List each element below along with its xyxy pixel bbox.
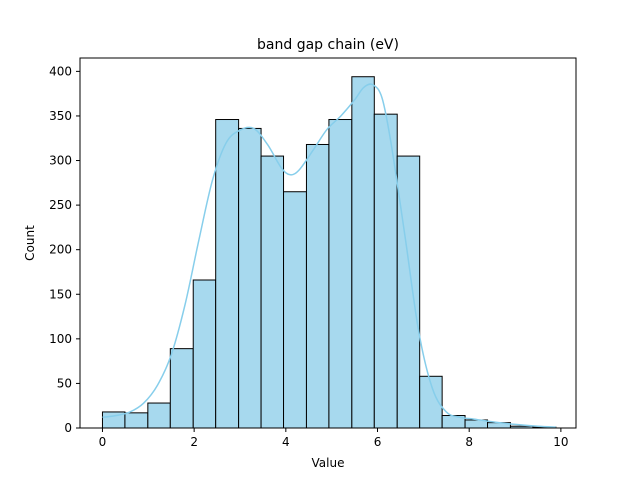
histogram-bar	[192, 279, 217, 429]
x-tick-label: 2	[190, 435, 198, 449]
histogram-bar	[283, 191, 307, 429]
histogram-bar	[238, 127, 262, 429]
kde-line	[102, 83, 556, 428]
histogram-bar	[169, 348, 194, 429]
x-axis-label: Value	[312, 456, 345, 470]
y-axis: 0 50 100 150 200 250 300 350 400	[49, 64, 80, 435]
histogram-bar	[147, 402, 171, 429]
x-tick-label: 4	[282, 435, 290, 449]
chart-title: band gap chain (eV)	[257, 37, 399, 53]
x-tick-label: 8	[465, 435, 473, 449]
x-axis: 0 2 4 6 8 10	[99, 428, 569, 449]
y-tick-label: 400	[49, 64, 72, 78]
histogram-bar	[305, 143, 330, 429]
bars-layer	[101, 76, 557, 429]
histogram-bar	[215, 119, 240, 429]
y-tick-label: 250	[49, 198, 72, 212]
y-tick-label: 350	[49, 109, 72, 123]
y-axis-label: Count	[23, 225, 37, 261]
y-tick-label: 50	[57, 376, 72, 390]
histogram-bar	[124, 412, 149, 429]
y-tick-label: 0	[64, 421, 72, 435]
x-tick-label: 0	[99, 435, 107, 449]
y-tick-label: 300	[49, 154, 72, 168]
histogram-bar	[396, 155, 421, 429]
plot-frame	[79, 57, 577, 429]
y-tick-label: 200	[49, 243, 72, 257]
x-tick-label: 6	[374, 435, 382, 449]
kde-layer	[102, 83, 556, 428]
y-tick-label: 150	[49, 287, 72, 301]
histogram-bar	[351, 76, 375, 429]
x-tick-label: 10	[553, 435, 568, 449]
histogram-bar	[260, 155, 285, 429]
y-tick-label: 100	[49, 332, 72, 346]
histogram-bar	[328, 119, 353, 429]
